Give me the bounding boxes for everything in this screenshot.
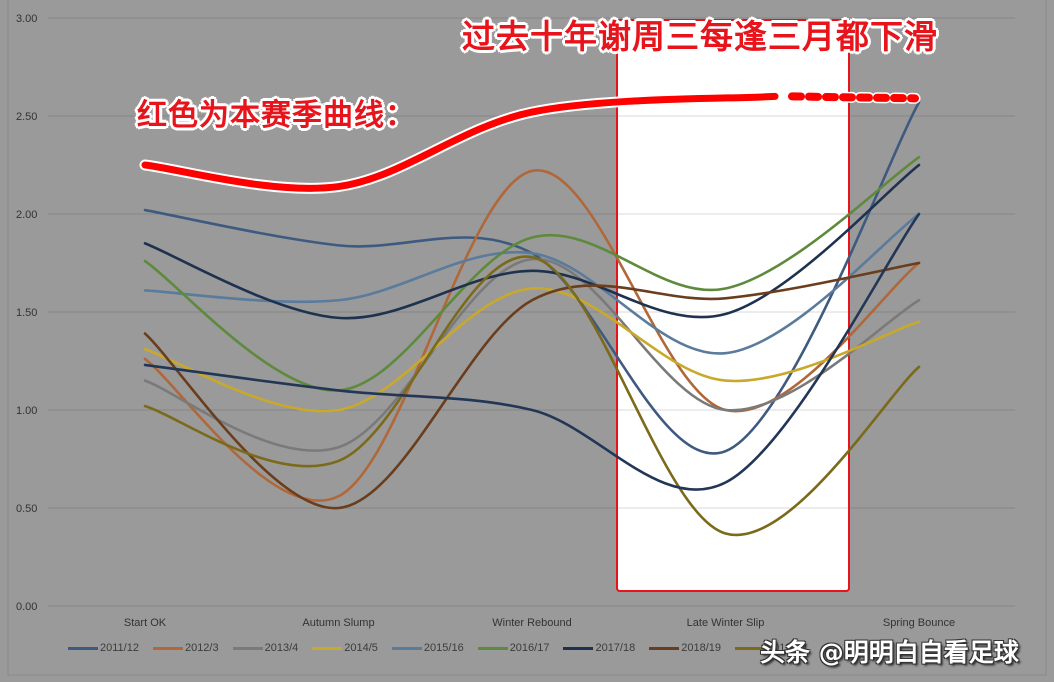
legend-swatch-icon [649,646,680,650]
series-line [143,257,921,452]
x-tick-label: Spring Bounce [883,617,955,629]
x-tick-label: Winter Rebound [492,617,572,629]
legend-swatch-icon [477,646,508,650]
series-line [143,212,921,491]
legend-swatch-icon [563,646,594,650]
series-line [143,287,921,413]
watermark: 头条 @明明白自看足球 [760,638,1019,667]
legend-item: 2015/16 [391,642,464,654]
legend-swatch-icon [312,646,343,650]
legend-item: 2017/18 [563,642,635,654]
y-tick-label: 3.00 [16,13,37,25]
legend-label: 2019/20 [766,642,807,654]
current-season-label: 红色为本赛季曲线： [137,98,416,133]
y-tick-label: 2.50 [16,111,37,123]
legend-item: 2013/4 [232,642,299,654]
legend-label: 2014/5 [344,642,378,654]
legend-item: 2018/19 [649,642,721,654]
legend-label: 2017/18 [595,642,636,654]
legend-swatch-icon [391,646,422,650]
y-tick-label: 0.50 [16,503,37,515]
legend-label: 2012/3 [184,642,219,654]
current-season-curve [141,92,779,192]
series-line [143,163,921,320]
x-tick-label: Start OK [124,617,167,629]
y-tick-label: 0.00 [16,601,37,613]
headline-annotation: 过去十年谢周三每逢三月都下滑 [462,17,938,56]
legend-label: 2018/19 [681,642,721,654]
x-tick-label: Late Winter Slip [687,617,765,629]
y-tick-label: 1.50 [16,307,37,319]
legend-label: 2016/17 [509,642,550,654]
legend-item: 2011/12 [68,642,139,654]
y-tick-label: 1.00 [16,405,37,417]
legend-item: 2019/20 [734,642,807,654]
legend-item: 2012/3 [152,642,219,654]
legend-item: 2016/17 [477,642,550,654]
legend-label: 2013/4 [264,642,299,654]
series-line [143,255,921,537]
x-tick-label: Autumn Slump [302,617,374,629]
legend-item: 2014/5 [312,642,378,654]
legend-swatch-icon [734,646,765,650]
series-line [143,212,921,355]
legend-swatch-icon [68,646,98,650]
current-season-projection [788,92,919,103]
series-line [143,155,921,392]
chart-legend: 2011/12 2012/3 2013/4 2014/5 2015/16 2016/17 2… [68,642,807,654]
legend-label: 2015/16 [423,642,464,654]
legend-swatch-icon [232,646,263,650]
legend-swatch-icon [152,646,183,650]
y-tick-label: 2.00 [16,209,37,221]
series-line [143,261,921,510]
legend-label: 2011/12 [100,642,139,654]
